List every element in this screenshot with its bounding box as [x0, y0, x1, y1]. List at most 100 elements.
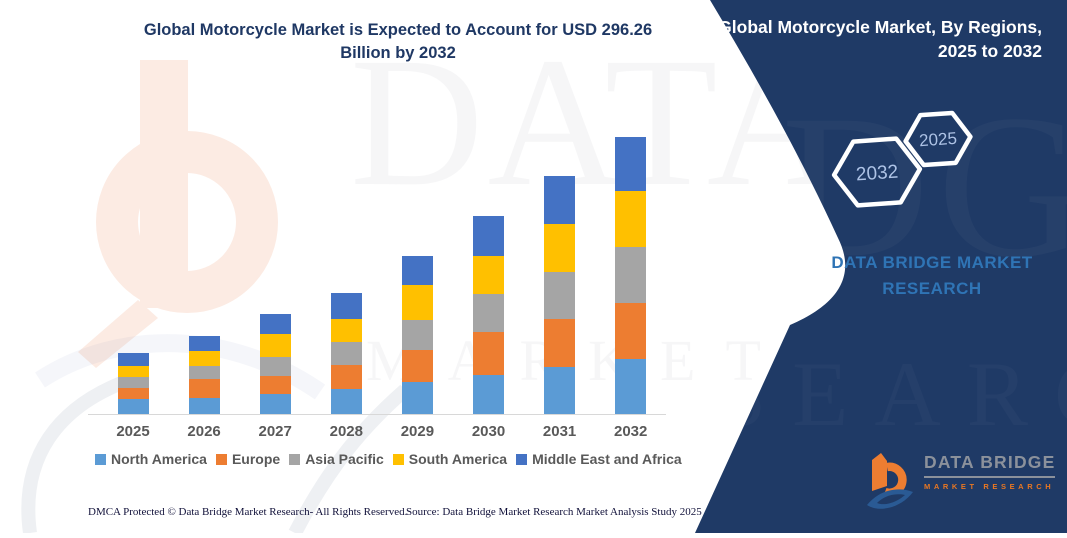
x-axis-labels: 2025 2026 2027 2028 2029 2030 2031 2032 [88, 423, 666, 443]
bar-segment-south-america [117, 365, 149, 377]
legend-label: Europe [231, 451, 281, 467]
x-axis-line [88, 414, 666, 415]
panel-title-line1: Global Motorcycle Market, By Regions, [718, 17, 1042, 37]
brand-wordmark-line1: DATA BRIDGE MARKET [831, 253, 1033, 272]
bar-segment-south-america [188, 351, 220, 367]
panel-watermark-sub: SEARCH [715, 343, 1067, 445]
legend-item-middle-east-and-africa: Middle East and Africa [516, 451, 682, 467]
bar-segment-asia-pacific [544, 272, 576, 320]
logo-tagline: MARKET RESEARCH [924, 482, 1055, 491]
bar-segment-north-america [473, 375, 504, 414]
hexagon-2032: 2032 [831, 136, 923, 208]
x-axis-label-2028: 2028 [329, 423, 363, 440]
hexagon-2025-label: 2025 [919, 129, 958, 151]
bar-segment-south-america [473, 256, 504, 294]
watermark-ring-arc-right [288, 384, 410, 537]
chart-title: Global Motorcycle Market is Expected to … [143, 21, 653, 63]
bar-segment-north-america [401, 382, 433, 414]
legend-label: South America [408, 451, 508, 467]
bar-segment-south-america [259, 334, 291, 357]
bar-segment-asia-pacific [188, 366, 220, 380]
bar-segment-north-america [117, 399, 149, 414]
bar-segment-asia-pacific [401, 319, 433, 350]
bar-segment-middle-east-and-africa [544, 176, 576, 225]
bar-segment-middle-east-and-africa [473, 216, 504, 257]
bar-segment-europe [544, 319, 576, 367]
bar-segment-asia-pacific [117, 376, 149, 389]
bar-segment-europe [401, 349, 433, 383]
hexagon-2025: 2025 [903, 110, 973, 168]
x-axis-label-2029: 2029 [400, 423, 435, 440]
logo-text: DATA BRIDGE MARKET RESEARCH [924, 452, 1056, 491]
brand-wordmark-line2: RESEARCH [882, 279, 982, 299]
bar-segment-north-america [330, 388, 362, 414]
panel-title-line2: 2025 to 2032 [937, 40, 1042, 61]
bar-2026 [188, 336, 220, 414]
footer-source: Source: Data Bridge Market Research Mark… [406, 506, 702, 518]
bar-segment-north-america [259, 394, 291, 414]
logo-b-stem [872, 453, 887, 491]
x-axis-label-2027: 2027 [258, 423, 292, 440]
bar-segment-middle-east-and-africa [259, 314, 291, 335]
panel-title: Global Motorcycle Market, By Regions, 20… [712, 16, 1042, 63]
bar-segment-europe [473, 332, 504, 376]
bar-segment-middle-east-and-africa [401, 256, 433, 285]
bar-segment-middle-east-and-africa [615, 137, 647, 192]
legend-label: North America [111, 451, 207, 467]
legend-item-asia-pacific: Asia Pacific [289, 451, 384, 467]
bar-segment-asia-pacific [473, 293, 504, 333]
legend-swatch-icon [95, 453, 106, 465]
bar-segment-europe [259, 375, 291, 395]
watermark-b-bowl [96, 131, 278, 313]
bar-segment-middle-east-and-africa [188, 336, 220, 352]
bar-segment-north-america [615, 359, 647, 414]
bar-segment-north-america [188, 398, 220, 414]
bar-segment-asia-pacific [330, 342, 362, 366]
bar-segment-south-america [615, 191, 647, 248]
bar-segment-europe [615, 302, 647, 360]
bar-segment-asia-pacific [615, 247, 647, 303]
hexagon-2032-outline [831, 136, 923, 208]
bar-2027 [259, 314, 291, 414]
logo-b-bowl [883, 462, 907, 497]
hexagon-2032-label: 2032 [855, 162, 899, 186]
bar-segment-europe [117, 388, 149, 400]
bar-segment-europe [188, 379, 220, 399]
legend-swatch-icon [215, 453, 227, 465]
x-axis-label-2026: 2026 [187, 423, 221, 440]
x-axis-label-2025: 2025 [116, 423, 150, 440]
legend-item-europe: Europe [215, 451, 281, 467]
bar-segment-europe [330, 365, 362, 389]
bar-segment-asia-pacific [259, 356, 291, 376]
brand-wordmark: DATA BRIDGE MARKET RESEARCH [818, 250, 1046, 303]
legend-swatch-icon [392, 453, 404, 465]
stacked-bar-chart [88, 85, 666, 415]
bar-segment-north-america [544, 366, 576, 414]
hexagon-2025-outline [903, 110, 973, 168]
bar-2031 [544, 176, 576, 414]
company-logo-icon [867, 453, 913, 509]
bar-2032 [615, 137, 647, 414]
chart-legend: North America Europe Asia Pacific South Ame… [95, 451, 682, 467]
logo-swoosh-cutout [877, 494, 905, 505]
watermark-ring-arc-left [21, 371, 138, 534]
bar-2030 [473, 216, 504, 414]
bar-segment-south-america [401, 284, 433, 320]
bar-segment-middle-east-and-africa [117, 353, 149, 366]
legend-item-south-america: South America [392, 451, 508, 467]
footer-copyright: DMCA Protected © Data Bridge Market Rese… [88, 506, 408, 518]
panel-shape [695, 0, 1067, 533]
watermark-b-foot [78, 300, 158, 368]
bar-2029 [401, 256, 433, 414]
x-axis-label-2031: 2031 [542, 423, 577, 440]
bar-2025 [117, 353, 149, 414]
legend-swatch-icon [289, 453, 301, 465]
x-axis-label-2032: 2032 [614, 423, 648, 440]
x-axis-label-2030: 2030 [471, 423, 506, 440]
legend-swatch-icon [516, 453, 528, 465]
company-logo: DATA BRIDGE MARKET RESEARCH [866, 452, 1056, 516]
bar-segment-south-america [544, 224, 576, 272]
logo-name: DATA BRIDGE [924, 452, 1056, 478]
bar-segment-south-america [330, 318, 362, 343]
